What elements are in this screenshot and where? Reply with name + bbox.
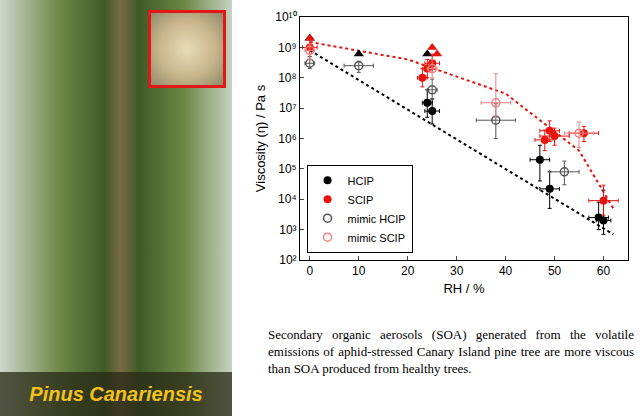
svg-text:mimic HCIP: mimic HCIP: [348, 213, 406, 225]
svg-text:10⁷: 10⁷: [279, 101, 297, 115]
html-text:Secondary organic aerosols (SO: Secondary organic aerosols (SOA) generat…: [268, 327, 634, 377]
svg-text:10: 10: [352, 264, 366, 278]
svg-text:10²: 10²: [279, 253, 296, 267]
svg-text:0: 0: [306, 264, 313, 278]
svg-text:HCIP: HCIP: [348, 175, 374, 187]
svg-text:50: 50: [548, 264, 562, 278]
svg-text:10⁶: 10⁶: [278, 132, 296, 146]
svg-text:10³: 10³: [279, 223, 296, 237]
svg-text:Viscosity (η) / Pa s: Viscosity (η) / Pa s: [253, 84, 268, 192]
svg-text:40: 40: [499, 264, 513, 278]
svg-text:10⁹: 10⁹: [278, 41, 297, 55]
svg-text:mimic SCIP: mimic SCIP: [348, 232, 405, 244]
svg-text:30: 30: [450, 264, 464, 278]
svg-text:SCIP: SCIP: [348, 194, 374, 206]
html-text:Pinus Canariensis: Pinus Canariensis: [29, 383, 203, 405]
svg-text:10¹⁰: 10¹⁰: [275, 10, 296, 24]
svg-text:RH / %: RH / %: [443, 281, 485, 296]
svg-text:10⁴: 10⁴: [278, 192, 297, 206]
svg-text:10⁸: 10⁸: [278, 71, 296, 85]
svg-text:10⁵: 10⁵: [278, 162, 296, 176]
svg-text:20: 20: [401, 264, 415, 278]
svg-text:60: 60: [597, 264, 611, 278]
